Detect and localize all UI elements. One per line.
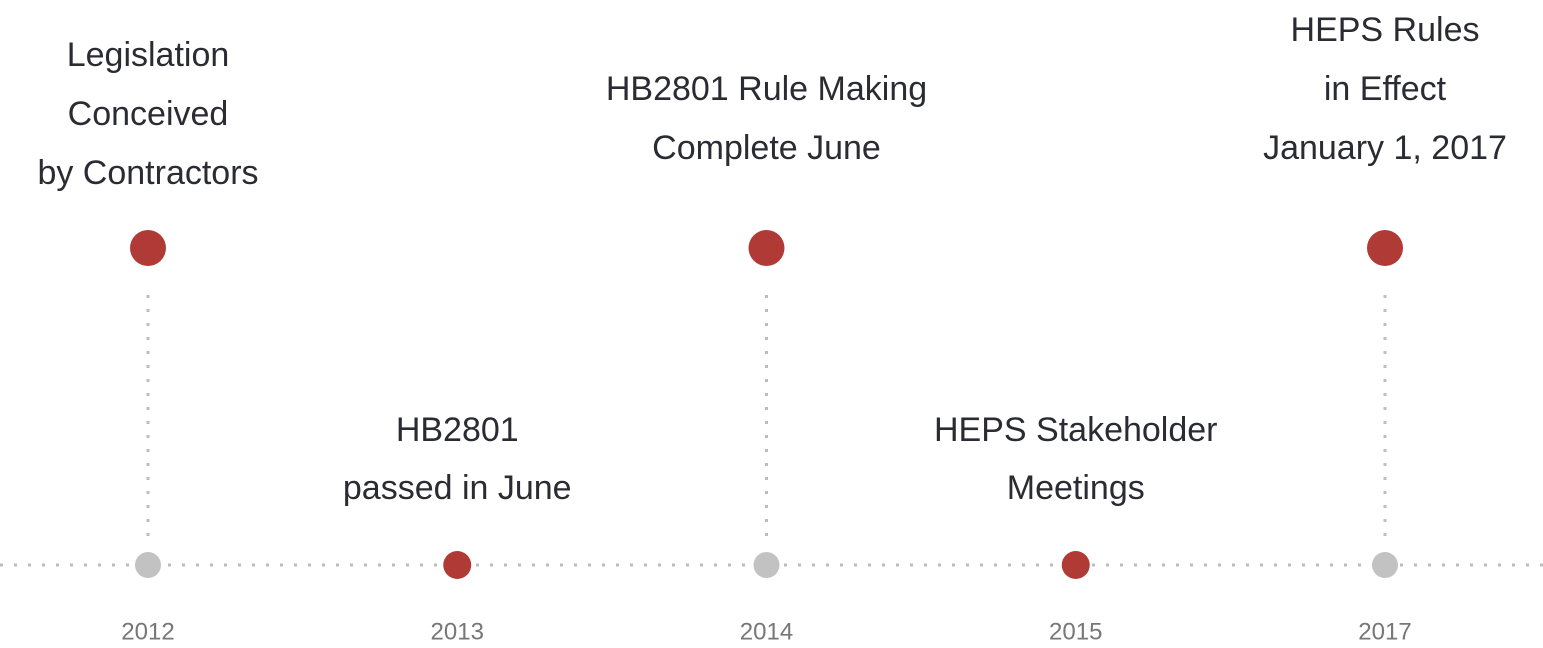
event-dot [130,230,166,266]
year-label: 2014 [740,618,793,645]
event-label: Complete June [652,129,881,167]
year-label: 2015 [1049,618,1102,645]
event-label: Legislation [67,36,230,74]
event-label: Conceived [68,95,229,133]
event-label: Meetings [1007,469,1145,507]
event-dot [1061,551,1090,579]
year-label: 2013 [431,618,484,645]
axis-dot [753,552,780,578]
event-label: HB2801 [396,411,519,449]
axis-dot [135,552,161,578]
event-label: HB2801 Rule Making [606,70,927,108]
event-dot [443,551,472,579]
event-label: passed in June [343,469,572,507]
event-dot [1367,230,1403,266]
event-label: in Effect [1324,70,1447,108]
axis-dot [1372,552,1398,578]
event-dot [748,230,785,266]
event-label: HEPS Stakeholder [934,411,1218,449]
event-label: by Contractors [37,154,258,192]
event-label: HEPS Rules [1291,11,1480,49]
event-label: January 1, 2017 [1263,129,1507,167]
year-label: 2017 [1358,618,1411,645]
year-label: 2012 [121,618,174,645]
